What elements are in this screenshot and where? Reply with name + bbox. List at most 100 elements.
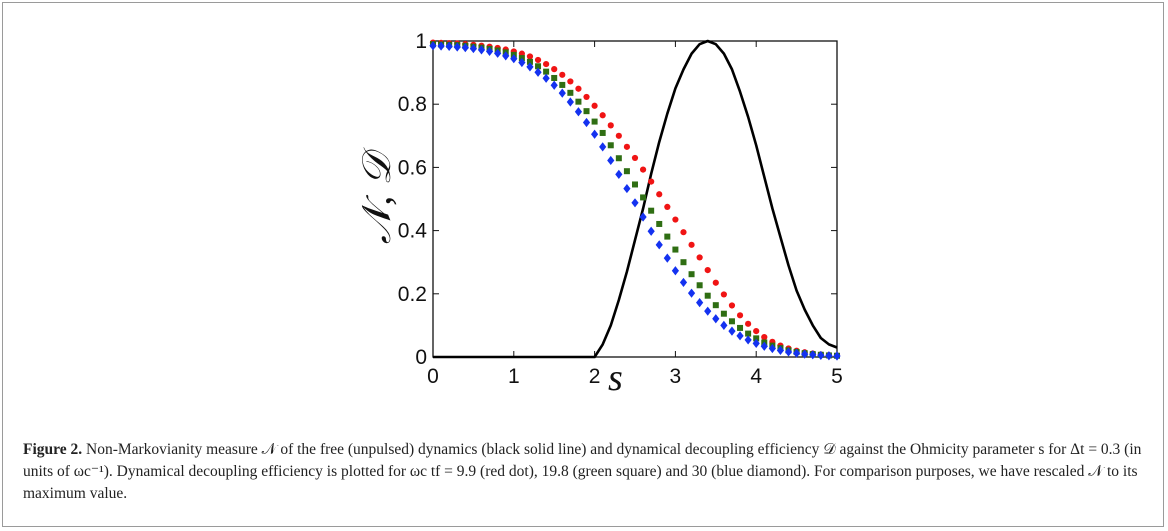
x-tick-label: 1 (508, 365, 520, 388)
data-point-blue-diamond (647, 226, 655, 236)
data-point-red-dot (753, 327, 760, 335)
data-point-blue-diamond (809, 350, 817, 360)
data-point-blue-diamond (453, 42, 461, 52)
figure-caption: Figure 2. Non-Markovianity measure 𝒩 of … (23, 439, 1148, 505)
x-tick-label: 5 (831, 365, 843, 388)
data-point-red-dot (720, 291, 727, 298)
data-point-blue-diamond (510, 54, 518, 64)
data-point-red-dot (591, 102, 598, 109)
data-point-blue-diamond (477, 45, 486, 55)
data-point-red-dot (607, 122, 614, 129)
y-tick-label: 0.6 (398, 156, 427, 179)
series-marks (429, 39, 841, 361)
data-point-green-square (648, 207, 655, 214)
data-point-red-dot (712, 279, 719, 286)
data-point-red-dot (526, 53, 534, 60)
data-point-red-dot (672, 216, 679, 223)
data-point-red-dot (599, 112, 606, 119)
data-point-red-dot (704, 267, 711, 274)
data-point-red-dot (615, 132, 622, 139)
data-point-blue-diamond (801, 349, 809, 359)
data-point-red-dot (534, 56, 542, 64)
data-point-green-square (575, 98, 582, 105)
data-point-blue-diamond (679, 277, 688, 288)
y-tick-label: 0 (415, 346, 427, 369)
data-point-red-dot (736, 312, 744, 319)
y-axis-label: 𝒩, 𝒟 (354, 147, 399, 244)
y-tick-label: 0.4 (398, 220, 428, 243)
data-point-green-square (656, 220, 663, 227)
data-point-blue-diamond (485, 46, 494, 57)
data-point-red-dot (745, 320, 752, 327)
data-point-blue-diamond (744, 335, 752, 345)
data-point-blue-diamond (712, 314, 720, 324)
y-tick-label: 0.8 (398, 93, 427, 116)
data-point-red-dot (631, 154, 639, 162)
y-tick-label: 1 (415, 30, 427, 53)
data-point-blue-diamond (542, 73, 550, 83)
data-point-blue-diamond (752, 338, 760, 349)
data-point-green-square (567, 89, 574, 96)
data-point-red-dot (575, 85, 582, 92)
data-point-green-square (720, 310, 727, 317)
data-point-blue-diamond (582, 117, 591, 128)
data-point-blue-diamond (429, 41, 437, 51)
data-point-blue-diamond (720, 320, 728, 330)
data-point-blue-diamond (768, 343, 776, 354)
data-point-blue-diamond (793, 348, 801, 358)
data-point-blue-diamond (607, 155, 615, 166)
data-point-green-square (543, 68, 550, 75)
data-point-red-dot (648, 178, 655, 185)
data-point-red-dot (688, 241, 695, 248)
data-point-blue-diamond (663, 253, 671, 263)
data-point-green-square (583, 108, 590, 115)
data-point-red-dot (623, 143, 631, 150)
data-point-green-square (737, 324, 744, 331)
data-point-green-square (623, 168, 630, 175)
data-point-blue-diamond (639, 212, 647, 222)
caption-label: Figure 2. (23, 441, 83, 458)
data-point-green-square (599, 129, 606, 136)
ticks: 0 1 2 3 4 5 0 0.2 0.4 0.6 0.8 1 (398, 30, 843, 388)
data-point-red-dot (551, 66, 558, 73)
data-point-green-square (615, 155, 622, 162)
data-point-green-square (728, 318, 735, 325)
data-point-blue-diamond (784, 347, 793, 357)
data-point-green-square (535, 63, 542, 70)
data-point-blue-diamond (534, 67, 542, 77)
data-point-blue-diamond (776, 345, 785, 355)
data-point-green-square (591, 118, 598, 125)
data-point-green-square (745, 330, 752, 337)
series-line-black (433, 39, 838, 359)
data-point-red-dot (761, 333, 768, 341)
data-point-blue-diamond (558, 88, 566, 98)
data-point-blue-diamond (591, 129, 599, 139)
data-point-blue-diamond (550, 80, 558, 90)
plot-area (432, 40, 838, 358)
y-tick-label: 0.2 (398, 283, 427, 306)
data-point-green-square (753, 335, 760, 342)
data-point-red-dot (583, 93, 590, 101)
x-tick-label: 4 (750, 365, 762, 388)
data-point-green-square (607, 142, 614, 149)
data-point-blue-diamond (817, 350, 825, 361)
data-point-blue-diamond (615, 169, 623, 179)
data-point-blue-diamond (687, 288, 696, 298)
data-point-red-dot (656, 191, 663, 198)
data-point-green-square (712, 302, 719, 309)
data-point-blue-diamond (469, 43, 477, 54)
data-point-blue-diamond (566, 97, 574, 107)
data-point-green-square (688, 271, 695, 278)
data-point-red-dot (664, 203, 671, 210)
data-point-blue-diamond (445, 41, 453, 51)
data-point-red-dot (567, 78, 574, 85)
data-point-red-dot (728, 302, 736, 309)
data-point-blue-diamond (623, 183, 631, 194)
data-point-red-dot (559, 71, 566, 78)
data-point-green-square (696, 282, 703, 289)
caption-text: Non-Markovianity measure 𝒩 of the free (… (23, 441, 1142, 502)
data-point-blue-diamond (760, 341, 768, 351)
data-point-blue-diamond (526, 62, 534, 72)
data-point-red-dot (680, 229, 687, 236)
